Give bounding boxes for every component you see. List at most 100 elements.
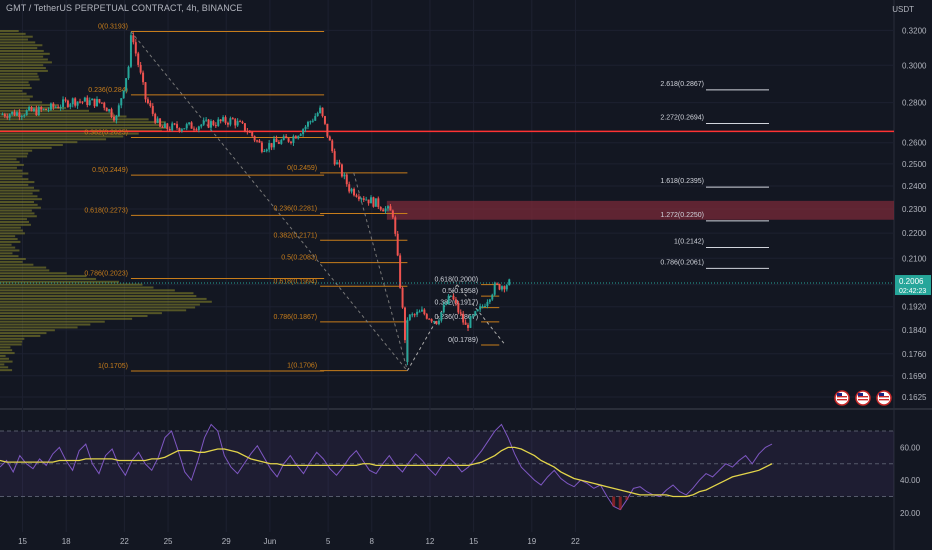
time-tick-label: 15 [469,537,478,546]
volume-profile-bar [0,35,33,38]
candle-body [105,107,108,112]
candle-body [387,206,389,209]
candle-body [129,52,132,67]
fib-level-label: 0.786(0.1867) [274,314,318,321]
volume-profile-bar [0,249,20,252]
candle-body [219,119,222,122]
volume-profile-bar [0,189,40,192]
volume-profile-bar [0,218,27,221]
flag-stripe [879,396,889,398]
candle-body [282,136,285,141]
volume-profile-bar [0,30,19,32]
fib-level-label: 0.618(0.2273) [84,207,128,214]
candle-body [488,299,491,302]
volume-profile-bar [0,67,46,70]
volume-profile-bar [0,317,133,320]
candle-body [486,301,489,307]
time-tick-label: 8 [370,537,375,546]
candle-body [45,108,48,111]
fib-level-label: 0.382(0.2171) [274,232,318,239]
volume-profile-bar [0,243,12,246]
candle-body [396,233,399,256]
candle-body [399,255,402,288]
rsi-ma-line [0,446,773,498]
volume-profile-bar [0,354,6,357]
candle-body [6,116,9,118]
fib-extension-label: 2.618(0.2867) [660,81,704,88]
candle-body [251,131,254,137]
candle-body [503,286,506,290]
volume-profile-bar [0,235,16,238]
candle-body [88,100,91,106]
candle-body [71,98,74,105]
flag-stripe [837,399,847,401]
volume-profile-bar [0,229,23,232]
time-tick-label: 22 [120,537,129,546]
fib-retracement: 0(0.3193) 0.236(0.284) 0.382(0.2625) 0.5(0.… [84,24,325,372]
candle-body [416,311,419,315]
candle-body [382,209,385,212]
candle-body [336,162,339,165]
rsi-tick-label: 20.00 [900,509,921,518]
volume-profile-bar [0,87,32,89]
candle-body [142,72,145,83]
candle-body [83,97,86,102]
flag-canton [837,393,842,396]
volume-profile-bar [0,320,105,323]
candle-body [144,82,147,100]
fib-level-label: 0.5(0.2449) [92,167,128,174]
price-tick-label: 0.1760 [902,350,927,359]
candle-body [222,117,225,122]
candle-body [183,128,186,130]
volume-profile-bar [0,106,67,109]
candle-body [132,35,135,43]
candle-body [280,140,283,144]
price-tick-label: 0.1840 [902,326,927,335]
candle-body [496,283,499,285]
volume-profile-bar [0,283,143,286]
currency-label: USDT [892,5,914,14]
fib-level-label: 0.5(0.2083) [281,255,317,262]
rsi-pane: 60.00 40.00 20.00 [0,423,921,518]
fib-trendline [353,172,408,371]
flag-canton [879,393,884,396]
volume-profile-bar [0,152,29,155]
candle-body [217,119,220,126]
volume-profile-bar [0,72,38,75]
volume-profile-bar [0,169,23,172]
time-tick-label: 22 [571,537,580,546]
candle-body [314,116,317,121]
volume-profile-bar [0,263,34,266]
candle-body [178,127,181,132]
candle-body [96,99,98,107]
candle-body [418,311,421,313]
volume-profile-bar [0,64,44,67]
candle-body [231,118,234,120]
candles [1,32,511,366]
volume-profile-bar [0,104,59,107]
candle-body [3,114,6,117]
volume-profile-bar [0,49,44,52]
volume-profile-bar [0,312,162,315]
candle-body [173,123,176,125]
volume-profile-bar [0,326,78,329]
candle-body [413,314,416,316]
candle-body [202,120,205,125]
fib-level-label: 0.786(0.2023) [84,270,128,277]
candle-body [176,124,179,128]
candle-body [491,294,494,300]
candle-body [265,149,268,152]
rsi-tick-label: 40.00 [900,476,921,485]
candle-body [25,110,28,116]
candle-body [129,35,132,53]
candle-body [377,198,380,208]
flag-stripe [879,399,889,401]
candle-body [74,98,77,106]
volume-profile-bar [0,329,55,332]
volume-profile-bar [0,369,13,372]
candle-body [127,66,130,79]
volume-profile-bar [0,81,29,84]
fib-extensions: 2.618(0.2867) 2.272(0.2694) 1.618(0.2395) 1… [660,81,769,269]
candle-body [328,136,331,141]
